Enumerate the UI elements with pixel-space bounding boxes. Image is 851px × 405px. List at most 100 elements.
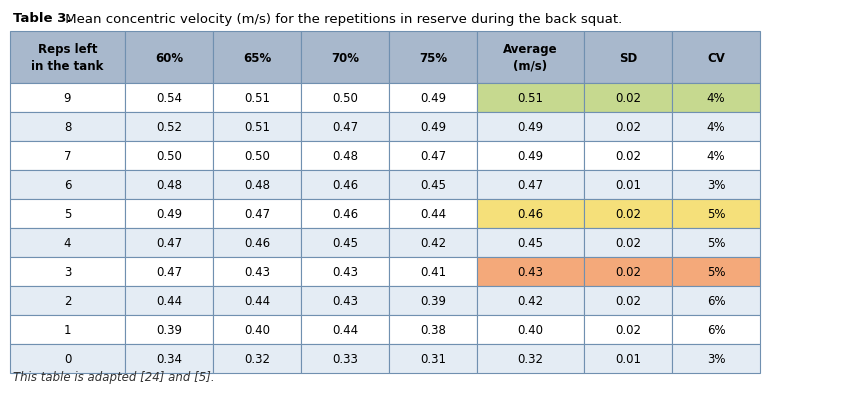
Bar [672,228,760,257]
Text: 70%: 70% [331,51,359,64]
Bar [672,142,760,171]
Bar [125,286,213,315]
Bar [10,228,125,257]
Text: 0.44: 0.44 [420,207,446,220]
Text: 0.01: 0.01 [615,179,641,192]
Bar [672,32,760,84]
Text: 0.45: 0.45 [420,179,446,192]
Text: 0.46: 0.46 [332,179,358,192]
Bar [301,200,389,228]
Text: CV: CV [707,51,725,64]
Text: 3%: 3% [706,352,725,365]
Bar [477,344,584,373]
Text: 0.40: 0.40 [244,323,270,336]
Text: 1: 1 [64,323,71,336]
Bar [125,344,213,373]
Text: 0: 0 [64,352,71,365]
Text: 0.47: 0.47 [517,179,544,192]
Text: 0.42: 0.42 [420,237,446,249]
Text: 2: 2 [64,294,71,307]
Bar [125,200,213,228]
Text: 5: 5 [64,207,71,220]
Text: 0.32: 0.32 [244,352,270,365]
Text: 0.43: 0.43 [332,265,358,278]
Text: 0.46: 0.46 [517,207,544,220]
Bar [389,315,477,344]
Text: 4: 4 [64,237,71,249]
Bar [301,228,389,257]
Bar [10,32,125,84]
Text: 75%: 75% [419,51,447,64]
Bar [477,84,584,113]
Text: 6%: 6% [706,294,725,307]
Text: 0.42: 0.42 [517,294,544,307]
Text: 0.47: 0.47 [244,207,270,220]
Text: 4%: 4% [706,149,725,162]
Bar [477,171,584,200]
Text: 0.51: 0.51 [244,92,270,105]
Text: 0.02: 0.02 [615,323,641,336]
Text: 0.49: 0.49 [517,149,544,162]
Text: 5%: 5% [706,237,725,249]
Bar [301,32,389,84]
Bar [213,113,301,142]
Bar [389,142,477,171]
Bar [389,344,477,373]
Bar [389,113,477,142]
Text: 0.44: 0.44 [332,323,358,336]
Bar [672,344,760,373]
Text: 65%: 65% [243,51,271,64]
Text: 0.43: 0.43 [244,265,270,278]
Bar [213,286,301,315]
Text: 0.50: 0.50 [156,149,182,162]
Text: 3%: 3% [706,179,725,192]
Bar [672,315,760,344]
Bar [213,32,301,84]
Bar [389,171,477,200]
Bar [10,257,125,286]
Text: 0.38: 0.38 [420,323,446,336]
Text: 0.34: 0.34 [156,352,182,365]
Bar [477,113,584,142]
Text: 0.02: 0.02 [615,294,641,307]
Bar [477,286,584,315]
Bar [477,200,584,228]
Text: SD: SD [619,51,637,64]
Text: 60%: 60% [155,51,183,64]
Bar [125,32,213,84]
Text: 0.50: 0.50 [332,92,358,105]
Text: Average
(m/s): Average (m/s) [503,43,557,72]
Text: 0.01: 0.01 [615,352,641,365]
Text: 0.32: 0.32 [517,352,544,365]
Bar [477,142,584,171]
Bar [389,200,477,228]
Text: 0.33: 0.33 [332,352,358,365]
Bar [389,84,477,113]
Text: 0.47: 0.47 [156,265,182,278]
Text: 0.39: 0.39 [156,323,182,336]
Text: 0.49: 0.49 [420,121,446,134]
Bar [389,32,477,84]
Text: 0.39: 0.39 [420,294,446,307]
Text: This table is adapted [24] and [5].: This table is adapted [24] and [5]. [13,371,214,384]
Bar [125,142,213,171]
Bar [584,200,672,228]
Text: 0.02: 0.02 [615,265,641,278]
Bar [301,344,389,373]
Bar [672,113,760,142]
Bar [213,84,301,113]
Text: 0.02: 0.02 [615,121,641,134]
Text: 0.51: 0.51 [244,121,270,134]
Text: 0.45: 0.45 [517,237,544,249]
Bar [301,286,389,315]
Bar [10,113,125,142]
Text: 0.49: 0.49 [517,121,544,134]
Text: 7: 7 [64,149,71,162]
Text: 0.02: 0.02 [615,92,641,105]
Text: 0.40: 0.40 [517,323,544,336]
Text: Reps left
in the tank: Reps left in the tank [31,43,104,72]
Bar [125,257,213,286]
Bar [125,84,213,113]
Bar [125,171,213,200]
Bar [672,84,760,113]
